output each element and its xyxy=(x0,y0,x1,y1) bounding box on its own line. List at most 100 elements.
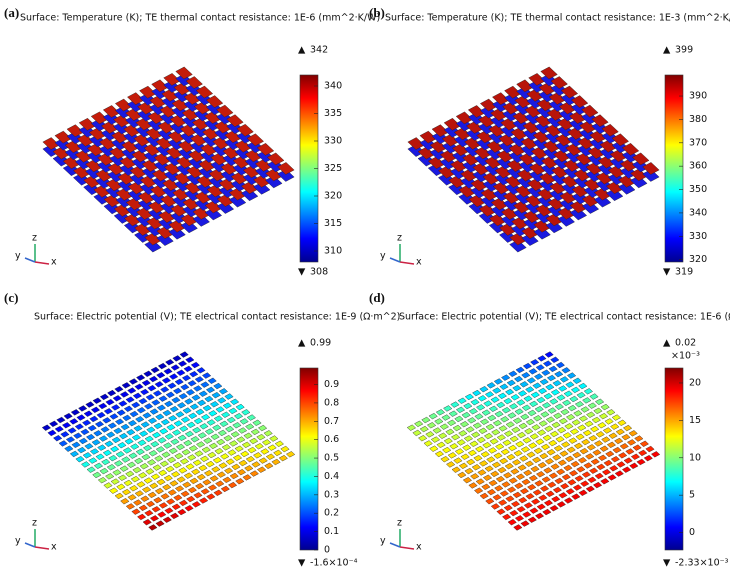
device-leg xyxy=(97,477,107,484)
device-leg xyxy=(175,411,185,418)
device-leg xyxy=(528,474,538,482)
device-leg xyxy=(204,428,215,435)
device-leg xyxy=(452,424,462,432)
device-leg xyxy=(192,459,202,466)
device-leg xyxy=(554,403,564,410)
device-leg xyxy=(589,467,599,474)
device-leg xyxy=(507,519,517,526)
device-leg xyxy=(477,469,487,476)
device-leg xyxy=(146,459,157,466)
device-leg xyxy=(587,402,597,409)
device-leg xyxy=(174,378,184,386)
device-leg xyxy=(486,488,497,496)
device-leg xyxy=(71,441,81,449)
device-leg xyxy=(178,467,188,474)
device-leg xyxy=(163,368,173,375)
device-leg xyxy=(529,400,539,408)
device-leg xyxy=(493,452,503,459)
device-leg xyxy=(500,448,510,456)
device-leg xyxy=(107,422,117,429)
device-leg xyxy=(112,395,122,402)
device-leg xyxy=(490,470,500,478)
device-leg xyxy=(461,411,471,419)
device-leg xyxy=(508,370,518,377)
device-leg xyxy=(626,439,637,446)
device-leg xyxy=(463,402,473,410)
device-leg xyxy=(104,440,114,447)
device-leg xyxy=(251,461,261,468)
device-leg xyxy=(150,440,160,448)
panel-label: (d) xyxy=(369,290,385,305)
device-leg xyxy=(78,437,88,445)
colorbar xyxy=(664,74,684,263)
device-leg xyxy=(601,123,619,137)
device-leg xyxy=(209,475,219,482)
device-leg xyxy=(239,418,249,425)
device-leg xyxy=(551,421,561,429)
device-leg xyxy=(207,484,218,491)
device-leg xyxy=(132,392,142,400)
device-leg xyxy=(171,396,181,404)
device-leg xyxy=(240,450,250,458)
device-leg xyxy=(526,377,536,384)
device-leg xyxy=(576,391,586,399)
device-leg xyxy=(577,457,587,464)
device-leg xyxy=(510,394,520,401)
device-leg xyxy=(586,411,596,418)
device-leg xyxy=(536,471,546,478)
colorbar-tick-label: 20 xyxy=(689,377,701,388)
device-leg xyxy=(205,386,216,394)
device-leg xyxy=(484,465,494,472)
device-leg xyxy=(183,472,193,479)
device-leg xyxy=(208,442,219,450)
device-leg xyxy=(280,445,290,453)
triad-label: y xyxy=(380,536,386,547)
device-leg xyxy=(106,464,116,471)
max-arrow: ▲ xyxy=(663,338,671,349)
device-leg xyxy=(472,389,482,397)
device-leg xyxy=(179,351,189,358)
device-leg xyxy=(468,482,478,489)
device-leg xyxy=(639,440,649,447)
device-leg xyxy=(105,473,115,480)
device-leg xyxy=(144,509,154,517)
colorbar-tick-label: 380 xyxy=(689,114,707,125)
device-leg xyxy=(426,422,437,429)
device-leg xyxy=(507,486,517,493)
device-leg xyxy=(474,487,484,494)
device-leg xyxy=(203,437,213,444)
device-leg xyxy=(185,463,195,470)
triad-y xyxy=(389,542,401,548)
device-leg xyxy=(246,133,264,147)
device-leg xyxy=(165,465,175,473)
triad-x xyxy=(399,261,415,265)
device-leg xyxy=(597,454,608,461)
device-leg xyxy=(594,440,604,447)
device-leg xyxy=(480,418,490,425)
device-leg xyxy=(180,490,190,498)
device-leg xyxy=(67,427,77,434)
device-leg xyxy=(549,398,559,405)
device-leg xyxy=(572,377,582,384)
device-leg xyxy=(505,421,515,428)
device-leg xyxy=(156,404,166,411)
device-leg xyxy=(119,391,130,398)
device-leg xyxy=(114,492,124,500)
device-leg xyxy=(135,416,145,423)
device-leg xyxy=(541,476,551,483)
device-leg xyxy=(217,429,227,437)
colorbar-tick-label: 310 xyxy=(324,246,342,257)
panel-label: (c) xyxy=(4,290,18,305)
device-leg xyxy=(494,485,504,492)
device-leg xyxy=(552,454,562,461)
device-leg xyxy=(147,491,157,499)
device-leg xyxy=(142,412,152,419)
device-leg xyxy=(89,415,99,423)
device-leg xyxy=(127,387,137,394)
device-leg xyxy=(141,453,151,461)
device-leg xyxy=(175,66,193,80)
device-leg xyxy=(615,428,625,436)
device-leg xyxy=(168,415,178,422)
device-leg xyxy=(178,499,189,507)
device-leg xyxy=(550,356,560,363)
